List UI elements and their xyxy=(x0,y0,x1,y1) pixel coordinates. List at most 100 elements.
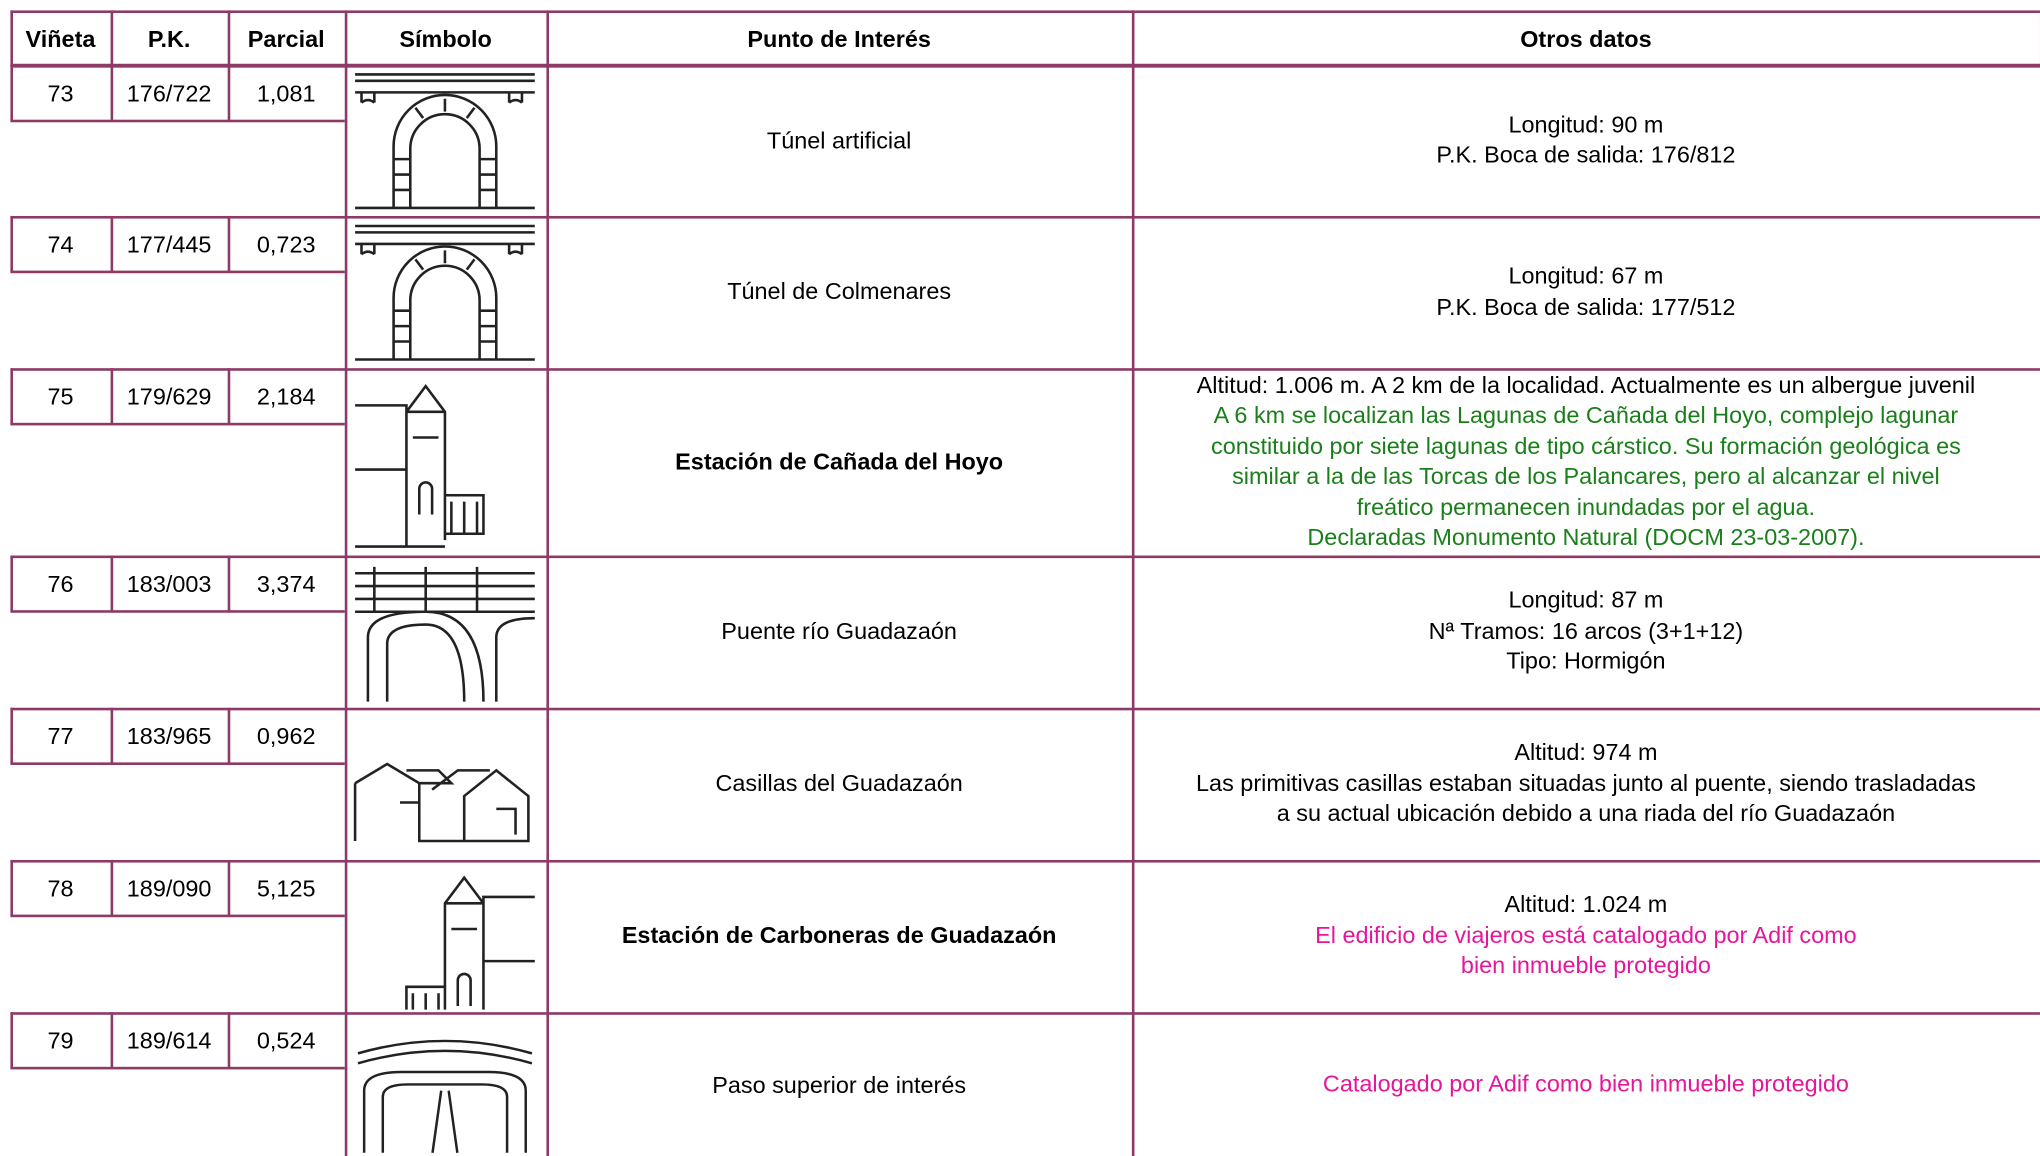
other-data-line: Catalogado por Adif como bien inmueble p… xyxy=(1322,1071,1849,1098)
rule xyxy=(110,10,114,67)
rule xyxy=(10,10,14,67)
cell-parcial: 0,962 xyxy=(256,722,316,749)
rule xyxy=(10,119,345,123)
rule xyxy=(110,215,114,272)
cell-parcial: 0,723 xyxy=(256,230,316,257)
other-data-line: Altitud: 1.006 m. A 2 km de la localidad… xyxy=(1196,371,1976,398)
symbol-icon xyxy=(353,762,530,843)
other-data-line: El edificio de viajeros está catalogado … xyxy=(1315,922,1857,949)
other-data-line: Altitud: 1.024 m xyxy=(1504,891,1668,918)
point-of-interest: Estación de Cañada del Hoyo xyxy=(675,448,1004,475)
header-cell: Parcial xyxy=(247,25,325,52)
cell-pk: 183/965 xyxy=(126,722,212,749)
rule xyxy=(10,1066,345,1070)
rule xyxy=(10,368,14,425)
symbol-icon xyxy=(353,384,485,548)
rule xyxy=(227,859,231,916)
other-data: Longitud: 90 m P.K. Boca de salida: 176/8… xyxy=(1132,65,2040,216)
rule xyxy=(344,65,348,1156)
other-data-line: Tipo: Hormigón xyxy=(1506,648,1666,675)
other-data-line: P.K. Boca de salida: 177/512 xyxy=(1436,293,1736,320)
point-of-interest: Puente río Guadazaón xyxy=(721,617,957,644)
rule xyxy=(110,368,114,425)
rule xyxy=(1131,10,1135,67)
rule xyxy=(10,707,2040,711)
point-of-interest: Estación de Carboneras de Guadazaón xyxy=(621,922,1057,949)
cell-vineta: 75 xyxy=(47,383,74,410)
rule xyxy=(10,707,14,764)
cell-parcial: 3,374 xyxy=(256,570,316,597)
rule xyxy=(10,610,345,613)
rule xyxy=(10,422,345,426)
other-data-line: similar a la de las Torcas de los Palanc… xyxy=(1232,463,1940,490)
other-data: Altitud: 1.024 m El edificio de viajeros … xyxy=(1132,860,2040,1012)
rule xyxy=(1131,65,1135,1156)
symbol-icon xyxy=(353,224,537,361)
cell-vineta: 78 xyxy=(47,874,74,901)
other-data-line: P.K. Boca de salida: 176/812 xyxy=(1436,141,1736,168)
cell-pk: 177/445 xyxy=(126,230,212,257)
other-data-line: bien inmueble protegido xyxy=(1460,952,1711,979)
other-data: Altitud: 974 m Las primitivas casillas es… xyxy=(1132,708,2040,860)
header-cell: Otros datos xyxy=(1520,25,1652,52)
other-data-line: constituido por siete lagunas de tipo cá… xyxy=(1211,432,1961,459)
rule xyxy=(10,65,14,121)
rule xyxy=(110,707,114,764)
other-data: Longitud: 67 m P.K. Boca de salida: 177/5… xyxy=(1132,216,2040,368)
rule xyxy=(546,65,550,1156)
cell-parcial: 2,184 xyxy=(256,383,316,410)
header-cell: Viñeta xyxy=(25,25,96,52)
cell-pk: 189/614 xyxy=(126,1027,212,1054)
other-data-line: Longitud: 90 m xyxy=(1508,111,1664,138)
cell-parcial: 5,125 xyxy=(256,874,316,901)
rule xyxy=(10,1012,2040,1015)
rule xyxy=(344,10,348,67)
rule xyxy=(10,215,14,272)
rule xyxy=(227,65,231,121)
other-data-line: Las primitivas casillas estaban situadas… xyxy=(1196,769,1976,796)
rule xyxy=(227,368,231,425)
rule xyxy=(10,270,345,274)
cell-pk: 179/629 xyxy=(126,383,212,410)
other-data-line: a su actual ubicación debido a una riada… xyxy=(1276,800,1896,827)
rule xyxy=(546,10,550,67)
rule xyxy=(227,555,231,612)
cell-vineta: 77 xyxy=(47,722,74,749)
rule xyxy=(110,555,114,612)
point-of-interest: Casillas del Guadazaón xyxy=(715,770,963,797)
point-of-interest: Túnel artificial xyxy=(766,126,912,153)
rule xyxy=(110,859,114,916)
rule xyxy=(10,63,2040,67)
rule xyxy=(10,859,2040,863)
rule xyxy=(227,215,231,272)
cell-parcial: 0,524 xyxy=(256,1027,316,1054)
other-data-line: Nª Tramos: 16 arcos (3+1+12) xyxy=(1428,617,1744,644)
cell-vineta: 73 xyxy=(47,80,74,107)
cell-pk: 189/090 xyxy=(126,874,212,901)
point-of-interest: Paso superior de interés xyxy=(712,1071,967,1098)
other-data-line: Altitud: 974 m xyxy=(1514,739,1658,766)
other-data: Catalogado por Adif como bien inmueble p… xyxy=(1132,1012,2040,1156)
rule xyxy=(227,1012,231,1069)
other-data-line: Longitud: 67 m xyxy=(1508,262,1664,289)
rule xyxy=(10,859,14,916)
symbol-icon xyxy=(405,876,537,1010)
rule xyxy=(10,762,345,765)
symbol-icon xyxy=(353,565,537,703)
other-data-line: freático permanecen inundadas por el agu… xyxy=(1356,493,1816,520)
rule xyxy=(10,914,345,918)
other-data-line: Longitud: 87 m xyxy=(1508,587,1664,614)
rule xyxy=(10,10,2040,14)
rule xyxy=(10,555,14,612)
rule xyxy=(10,65,2040,68)
cell-vineta: 79 xyxy=(47,1027,74,1054)
rule xyxy=(10,215,2040,219)
cell-vineta: 76 xyxy=(47,570,74,597)
symbol-icon xyxy=(353,73,537,210)
rule xyxy=(227,10,231,67)
symbol-icon xyxy=(356,1039,534,1155)
header-cell: Punto de Interés xyxy=(747,25,931,52)
rule xyxy=(10,555,2040,559)
